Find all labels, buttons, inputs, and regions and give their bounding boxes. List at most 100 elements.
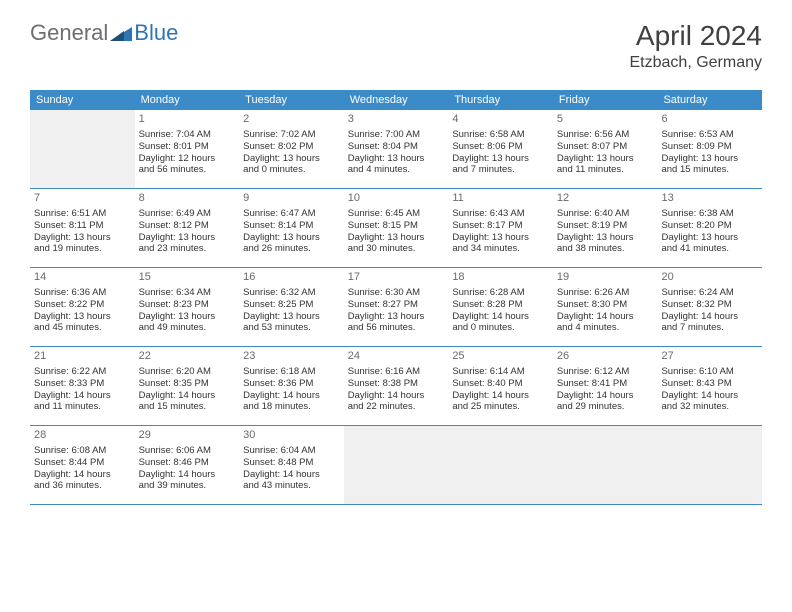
day-daylight1: Daylight: 14 hours bbox=[557, 311, 654, 323]
day-header: Friday bbox=[553, 90, 658, 110]
logo-triangle-icon bbox=[110, 25, 132, 41]
day-header: Saturday bbox=[657, 90, 762, 110]
day-cell: 11Sunrise: 6:43 AMSunset: 8:17 PMDayligh… bbox=[448, 189, 553, 267]
day-sunset: Sunset: 8:48 PM bbox=[243, 457, 340, 469]
day-sunset: Sunset: 8:20 PM bbox=[661, 220, 758, 232]
day-daylight2: and 15 minutes. bbox=[139, 401, 236, 413]
day-sunrise: Sunrise: 6:34 AM bbox=[139, 287, 236, 299]
day-number: 16 bbox=[243, 271, 340, 285]
day-number: 22 bbox=[139, 350, 236, 364]
day-daylight2: and 26 minutes. bbox=[243, 243, 340, 255]
day-daylight2: and 4 minutes. bbox=[557, 322, 654, 334]
day-daylight2: and 11 minutes. bbox=[557, 164, 654, 176]
day-cell: 26Sunrise: 6:12 AMSunset: 8:41 PMDayligh… bbox=[553, 347, 658, 425]
logo-text-blue: Blue bbox=[134, 20, 178, 46]
day-sunset: Sunset: 8:33 PM bbox=[34, 378, 131, 390]
day-daylight1: Daylight: 14 hours bbox=[139, 469, 236, 481]
day-sunset: Sunset: 8:41 PM bbox=[557, 378, 654, 390]
week-row: 1Sunrise: 7:04 AMSunset: 8:01 PMDaylight… bbox=[30, 110, 762, 189]
day-daylight2: and 23 minutes. bbox=[139, 243, 236, 255]
month-title: April 2024 bbox=[630, 20, 763, 52]
day-number: 7 bbox=[34, 192, 131, 206]
day-sunset: Sunset: 8:30 PM bbox=[557, 299, 654, 311]
day-cell: 25Sunrise: 6:14 AMSunset: 8:40 PMDayligh… bbox=[448, 347, 553, 425]
day-sunrise: Sunrise: 6:58 AM bbox=[452, 129, 549, 141]
day-daylight2: and 49 minutes. bbox=[139, 322, 236, 334]
day-sunset: Sunset: 8:35 PM bbox=[139, 378, 236, 390]
day-daylight1: Daylight: 14 hours bbox=[452, 311, 549, 323]
day-cell: 30Sunrise: 6:04 AMSunset: 8:48 PMDayligh… bbox=[239, 426, 344, 504]
day-sunset: Sunset: 8:27 PM bbox=[348, 299, 445, 311]
day-sunrise: Sunrise: 6:53 AM bbox=[661, 129, 758, 141]
day-sunset: Sunset: 8:06 PM bbox=[452, 141, 549, 153]
day-sunrise: Sunrise: 6:14 AM bbox=[452, 366, 549, 378]
day-daylight2: and 43 minutes. bbox=[243, 480, 340, 492]
day-daylight1: Daylight: 13 hours bbox=[661, 232, 758, 244]
day-daylight1: Daylight: 13 hours bbox=[348, 232, 445, 244]
day-daylight2: and 7 minutes. bbox=[452, 164, 549, 176]
day-daylight1: Daylight: 14 hours bbox=[661, 390, 758, 402]
day-sunrise: Sunrise: 7:04 AM bbox=[139, 129, 236, 141]
day-daylight1: Daylight: 13 hours bbox=[557, 153, 654, 165]
day-number: 8 bbox=[139, 192, 236, 206]
day-number: 1 bbox=[139, 113, 236, 127]
day-sunrise: Sunrise: 6:12 AM bbox=[557, 366, 654, 378]
day-number: 17 bbox=[348, 271, 445, 285]
day-sunrise: Sunrise: 6:45 AM bbox=[348, 208, 445, 220]
location-label: Etzbach, Germany bbox=[630, 54, 763, 72]
day-daylight2: and 15 minutes. bbox=[661, 164, 758, 176]
day-number: 18 bbox=[452, 271, 549, 285]
day-cell: 29Sunrise: 6:06 AMSunset: 8:46 PMDayligh… bbox=[135, 426, 240, 504]
day-sunset: Sunset: 8:28 PM bbox=[452, 299, 549, 311]
day-cell: 2Sunrise: 7:02 AMSunset: 8:02 PMDaylight… bbox=[239, 110, 344, 188]
day-number: 23 bbox=[243, 350, 340, 364]
day-sunrise: Sunrise: 6:38 AM bbox=[661, 208, 758, 220]
day-daylight1: Daylight: 13 hours bbox=[452, 153, 549, 165]
day-number: 13 bbox=[661, 192, 758, 206]
day-number: 3 bbox=[348, 113, 445, 127]
day-number: 12 bbox=[557, 192, 654, 206]
day-daylight1: Daylight: 13 hours bbox=[34, 232, 131, 244]
day-daylight2: and 4 minutes. bbox=[348, 164, 445, 176]
day-sunrise: Sunrise: 6:26 AM bbox=[557, 287, 654, 299]
day-daylight2: and 32 minutes. bbox=[661, 401, 758, 413]
day-sunrise: Sunrise: 7:00 AM bbox=[348, 129, 445, 141]
day-daylight1: Daylight: 13 hours bbox=[557, 232, 654, 244]
day-cell: 23Sunrise: 6:18 AMSunset: 8:36 PMDayligh… bbox=[239, 347, 344, 425]
day-sunrise: Sunrise: 6:18 AM bbox=[243, 366, 340, 378]
day-sunset: Sunset: 8:07 PM bbox=[557, 141, 654, 153]
day-cell-empty bbox=[30, 110, 135, 188]
day-number: 28 bbox=[34, 429, 131, 443]
day-sunset: Sunset: 8:46 PM bbox=[139, 457, 236, 469]
title-block: April 2024 Etzbach, Germany bbox=[630, 20, 763, 72]
day-cell: 3Sunrise: 7:00 AMSunset: 8:04 PMDaylight… bbox=[344, 110, 449, 188]
day-daylight1: Daylight: 14 hours bbox=[243, 390, 340, 402]
day-sunrise: Sunrise: 6:22 AM bbox=[34, 366, 131, 378]
day-daylight1: Daylight: 14 hours bbox=[557, 390, 654, 402]
day-sunrise: Sunrise: 6:47 AM bbox=[243, 208, 340, 220]
day-daylight2: and 25 minutes. bbox=[452, 401, 549, 413]
day-sunset: Sunset: 8:11 PM bbox=[34, 220, 131, 232]
week-row: 28Sunrise: 6:08 AMSunset: 8:44 PMDayligh… bbox=[30, 426, 762, 505]
day-sunset: Sunset: 8:04 PM bbox=[348, 141, 445, 153]
day-sunrise: Sunrise: 6:49 AM bbox=[139, 208, 236, 220]
day-daylight2: and 11 minutes. bbox=[34, 401, 131, 413]
day-daylight2: and 56 minutes. bbox=[348, 322, 445, 334]
day-daylight1: Daylight: 14 hours bbox=[139, 390, 236, 402]
day-cell: 21Sunrise: 6:22 AMSunset: 8:33 PMDayligh… bbox=[30, 347, 135, 425]
day-number: 4 bbox=[452, 113, 549, 127]
day-daylight2: and 18 minutes. bbox=[243, 401, 340, 413]
day-number: 9 bbox=[243, 192, 340, 206]
logo: General Blue bbox=[30, 20, 178, 46]
day-daylight2: and 45 minutes. bbox=[34, 322, 131, 334]
day-sunrise: Sunrise: 6:36 AM bbox=[34, 287, 131, 299]
day-sunset: Sunset: 8:40 PM bbox=[452, 378, 549, 390]
day-sunrise: Sunrise: 6:32 AM bbox=[243, 287, 340, 299]
day-sunrise: Sunrise: 6:30 AM bbox=[348, 287, 445, 299]
day-cell: 8Sunrise: 6:49 AMSunset: 8:12 PMDaylight… bbox=[135, 189, 240, 267]
day-sunrise: Sunrise: 6:04 AM bbox=[243, 445, 340, 457]
day-daylight1: Daylight: 14 hours bbox=[348, 390, 445, 402]
day-sunrise: Sunrise: 6:56 AM bbox=[557, 129, 654, 141]
day-daylight2: and 41 minutes. bbox=[661, 243, 758, 255]
day-sunset: Sunset: 8:02 PM bbox=[243, 141, 340, 153]
